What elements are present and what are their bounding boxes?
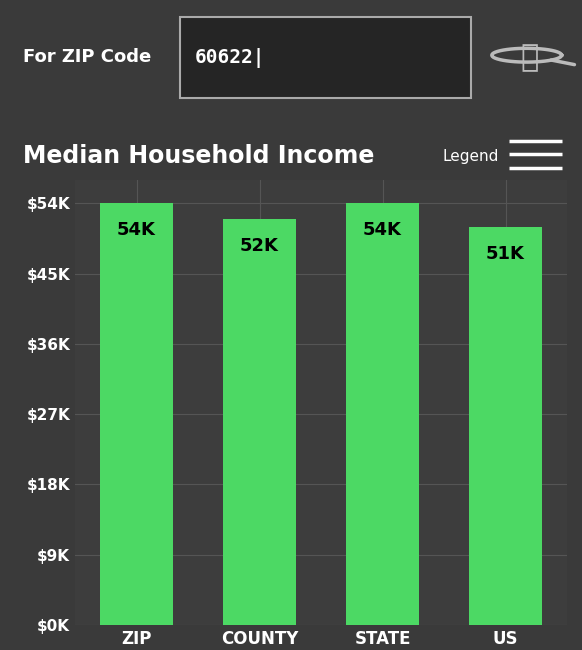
Bar (346, 203, 420, 625)
Bar (222, 219, 296, 625)
Text: For ZIP Code: For ZIP Code (23, 49, 151, 66)
FancyBboxPatch shape (180, 18, 471, 98)
Text: 60622|: 60622| (195, 47, 265, 68)
Text: 52K: 52K (240, 237, 279, 255)
Text: 54K: 54K (363, 221, 402, 239)
Bar (100, 203, 173, 625)
Text: Median Household Income: Median Household Income (23, 144, 375, 168)
Text: 51K: 51K (486, 244, 525, 263)
Text: 54K: 54K (117, 221, 156, 239)
Text: ⌕: ⌕ (520, 43, 539, 72)
Text: Legend: Legend (442, 149, 499, 164)
Bar (469, 227, 542, 625)
